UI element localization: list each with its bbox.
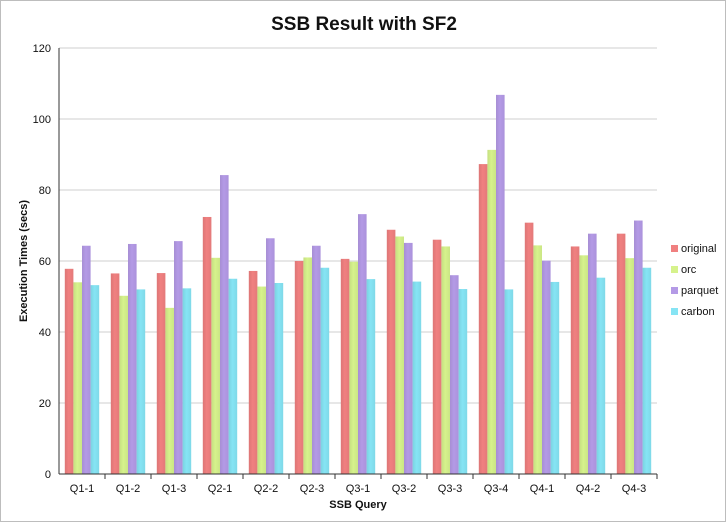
bar-carbon-Q3-4 xyxy=(504,289,514,474)
bar-orc-Q3-2 xyxy=(395,236,404,474)
bar-parquet-Q2-2 xyxy=(266,238,275,474)
x-tick-label: Q4-2 xyxy=(576,483,600,495)
bar-parquet-Q4-3 xyxy=(634,220,643,474)
bar-parquet-Q4-1 xyxy=(542,260,551,474)
axes xyxy=(58,48,658,479)
bar-parquet-Q3-2 xyxy=(404,242,413,474)
bar-carbon-Q4-1 xyxy=(550,281,560,474)
legend: original orc parquet carbon xyxy=(671,243,718,318)
legend-swatch-orc xyxy=(671,266,678,273)
legend-swatch-carbon xyxy=(671,308,678,315)
bar-orc-Q2-1 xyxy=(211,257,220,474)
bar-original-Q4-1 xyxy=(524,222,534,474)
x-tick-label: Q1-2 xyxy=(116,483,140,495)
bar-orc-Q3-3 xyxy=(441,246,450,474)
bar-original-Q3-3 xyxy=(432,239,442,474)
x-tick-label: Q2-3 xyxy=(300,483,324,495)
legend-label-parquet: parquet xyxy=(681,285,718,297)
y-tick-label: 80 xyxy=(39,185,51,197)
bar-orc-Q2-2 xyxy=(257,286,266,474)
bar-orc-Q2-3 xyxy=(303,257,312,474)
y-tick-label: 0 xyxy=(45,469,51,481)
bars xyxy=(64,94,652,475)
legend-swatch-original xyxy=(671,245,678,252)
bar-parquet-Q3-3 xyxy=(450,275,459,474)
bar-carbon-Q4-2 xyxy=(596,277,606,474)
bar-parquet-Q4-2 xyxy=(588,233,597,474)
bar-carbon-Q2-2 xyxy=(274,283,284,474)
bar-parquet-Q2-1 xyxy=(220,175,229,474)
bar-original-Q1-3 xyxy=(156,273,166,474)
bar-carbon-Q1-2 xyxy=(136,289,146,474)
bar-parquet-Q2-3 xyxy=(312,245,321,474)
bar-original-Q2-2 xyxy=(248,270,258,474)
legend-label-original: original xyxy=(681,243,716,255)
bar-carbon-Q2-3 xyxy=(320,267,330,474)
bar-carbon-Q4-3 xyxy=(642,267,652,474)
chart-title: SSB Result with SF2 xyxy=(271,14,457,35)
bar-orc-Q4-3 xyxy=(625,258,634,474)
bar-original-Q4-3 xyxy=(616,233,626,474)
bar-original-Q4-2 xyxy=(570,246,580,474)
legend-label-carbon: carbon xyxy=(681,306,715,318)
bar-original-Q3-4 xyxy=(478,164,488,474)
bar-orc-Q1-2 xyxy=(119,295,128,474)
bar-carbon-Q1-1 xyxy=(90,285,100,474)
x-tick-label: Q2-2 xyxy=(254,483,278,495)
bar-original-Q3-1 xyxy=(340,258,350,474)
legend-label-orc: orc xyxy=(681,264,697,276)
y-tick-label: 20 xyxy=(39,398,51,410)
x-tick-label: Q3-4 xyxy=(484,483,508,495)
y-tick-labels: 0 20 40 60 80 100 120 xyxy=(33,43,51,481)
bar-orc-Q3-4 xyxy=(487,149,496,474)
bar-orc-Q4-1 xyxy=(533,245,542,474)
x-tick-label: Q2-1 xyxy=(208,483,232,495)
bar-original-Q1-2 xyxy=(110,273,120,474)
x-tick-label: Q4-3 xyxy=(622,483,646,495)
bar-parquet-Q1-2 xyxy=(128,243,137,474)
bar-orc-Q3-1 xyxy=(349,261,358,474)
bar-orc-Q4-2 xyxy=(579,255,588,474)
x-tick-label: Q1-1 xyxy=(70,483,94,495)
bar-original-Q2-1 xyxy=(202,216,212,475)
bar-carbon-Q1-3 xyxy=(182,288,192,474)
legend-swatch-parquet xyxy=(671,287,678,294)
bar-original-Q2-3 xyxy=(294,261,304,474)
bar-orc-Q1-1 xyxy=(73,282,82,474)
bar-parquet-Q1-1 xyxy=(82,245,91,474)
y-tick-label: 100 xyxy=(33,114,51,126)
bar-original-Q1-1 xyxy=(64,268,74,474)
x-axis-label: SSB Query xyxy=(329,499,387,511)
x-tick-labels: Q1-1 Q1-2 Q1-3 Q2-1 Q2-2 Q2-3 Q3-1 Q3-2 Q3-3 Q3-4… xyxy=(70,483,646,495)
bar-parquet-Q3-4 xyxy=(496,94,505,475)
bar-carbon-Q3-3 xyxy=(458,289,468,474)
y-tick-label: 120 xyxy=(33,43,51,55)
bar-parquet-Q3-1 xyxy=(358,214,367,474)
y-tick-label: 60 xyxy=(39,256,51,268)
bar-original-Q3-2 xyxy=(386,229,396,474)
x-tick-label: Q3-2 xyxy=(392,483,416,495)
bar-parquet-Q1-3 xyxy=(174,241,183,474)
x-tick-label: Q3-3 xyxy=(438,483,462,495)
y-tick-label: 40 xyxy=(39,327,51,339)
x-tick-label: Q1-3 xyxy=(162,483,186,495)
bar-carbon-Q3-2 xyxy=(412,281,422,474)
y-axis-label: Execution Times (secs) xyxy=(18,200,30,322)
x-tick-label: Q3-1 xyxy=(346,483,370,495)
x-tick-label: Q4-1 xyxy=(530,483,554,495)
bar-carbon-Q3-1 xyxy=(366,279,376,474)
bar-carbon-Q2-1 xyxy=(228,278,238,474)
bar-orc-Q1-3 xyxy=(165,307,174,474)
